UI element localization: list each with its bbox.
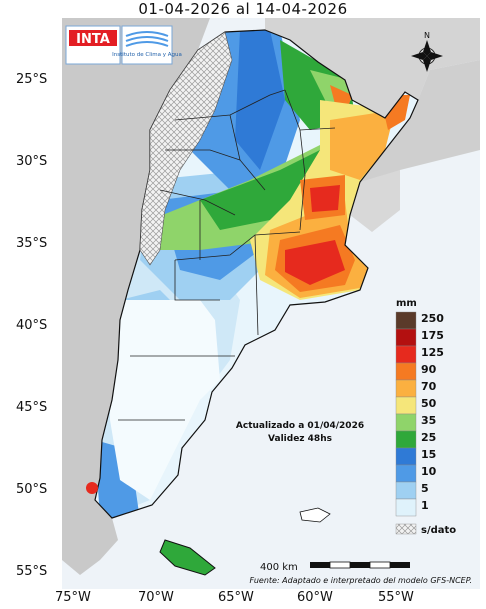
lat-label-55: 55°S <box>16 564 48 579</box>
malvinas-islands <box>299 507 331 523</box>
legend-label: 50 <box>421 397 437 410</box>
province-borders <box>118 89 336 421</box>
lat-label-25: 25°S <box>16 72 48 87</box>
legend-swatch <box>395 447 417 466</box>
legend-swatch <box>395 328 417 347</box>
source-note: Fuente: Adaptado e interpretado del mode… <box>250 576 472 585</box>
lon-label-60: 60°W <box>297 590 333 605</box>
legend-swatch <box>395 311 417 330</box>
no-data-region <box>139 31 233 266</box>
legend-label: 250 <box>421 312 444 325</box>
legend-swatch <box>395 362 417 381</box>
lat-label-30: 30°S <box>16 154 48 169</box>
legend-swatch <box>395 464 417 483</box>
lat-label-45: 45°S <box>16 400 48 415</box>
scale-bar <box>310 561 410 569</box>
lat-label-50: 50°S <box>16 482 48 497</box>
legend-label: 90 <box>421 363 437 376</box>
legend-label: 35 <box>421 414 436 427</box>
legend-nodata-swatch <box>395 523 417 535</box>
legend-swatch <box>395 481 417 500</box>
uruguay-land <box>350 170 400 232</box>
update-line-2: Validez 48hs <box>268 434 332 444</box>
legend-label: 125 <box>421 346 444 359</box>
inta-logo-bg <box>69 30 117 46</box>
lat-label-40: 40°S <box>16 318 48 333</box>
legend-swatch <box>395 430 417 449</box>
lat-label-35: 35°S <box>16 236 48 251</box>
brazil-land <box>360 60 480 195</box>
update-line-1: Actualizado a 01/04/2026 <box>236 421 364 431</box>
legend-label: 15 <box>421 448 436 461</box>
legend-label: 25 <box>421 431 436 444</box>
red-spot <box>86 482 98 494</box>
legend-swatch <box>395 498 417 517</box>
wave-icon <box>125 31 169 47</box>
chile-land <box>62 18 210 575</box>
legend: 250 175 125 90 70 50 35 25 15 10 5 1 s/dato <box>395 311 456 536</box>
lon-label-65: 65°W <box>218 590 254 605</box>
instituto-logo-text: Instituto de Clima y Agua <box>112 52 182 58</box>
legend-label: 70 <box>421 380 437 393</box>
lon-label-55: 55°W <box>378 590 414 605</box>
legend-swatch <box>395 379 417 398</box>
legend-unit: mm <box>396 298 417 309</box>
legend-label: 1 <box>421 499 429 512</box>
tierra-del-fuego <box>159 539 216 576</box>
map-title: 01-04-2026 al 14-04-2026 <box>138 0 348 18</box>
legend-swatch <box>395 413 417 432</box>
legend-label: 10 <box>421 465 437 478</box>
precipitation-map: INTA Instituto de Clima y Agua N Actuali… <box>62 18 480 589</box>
compass-rose-icon <box>411 40 443 72</box>
legend-swatch <box>395 396 417 415</box>
legend-label: 5 <box>421 482 429 495</box>
legend-label: 175 <box>421 329 444 342</box>
lon-label-75: 75°W <box>55 590 91 605</box>
legend-swatch <box>395 345 417 364</box>
compass-north-label: N <box>424 31 430 40</box>
scale-label: 400 km <box>260 562 298 573</box>
lon-label-70: 70°W <box>138 590 174 605</box>
legend-nodata-label: s/dato <box>421 525 456 536</box>
inta-logo-text: INTA <box>76 32 110 47</box>
